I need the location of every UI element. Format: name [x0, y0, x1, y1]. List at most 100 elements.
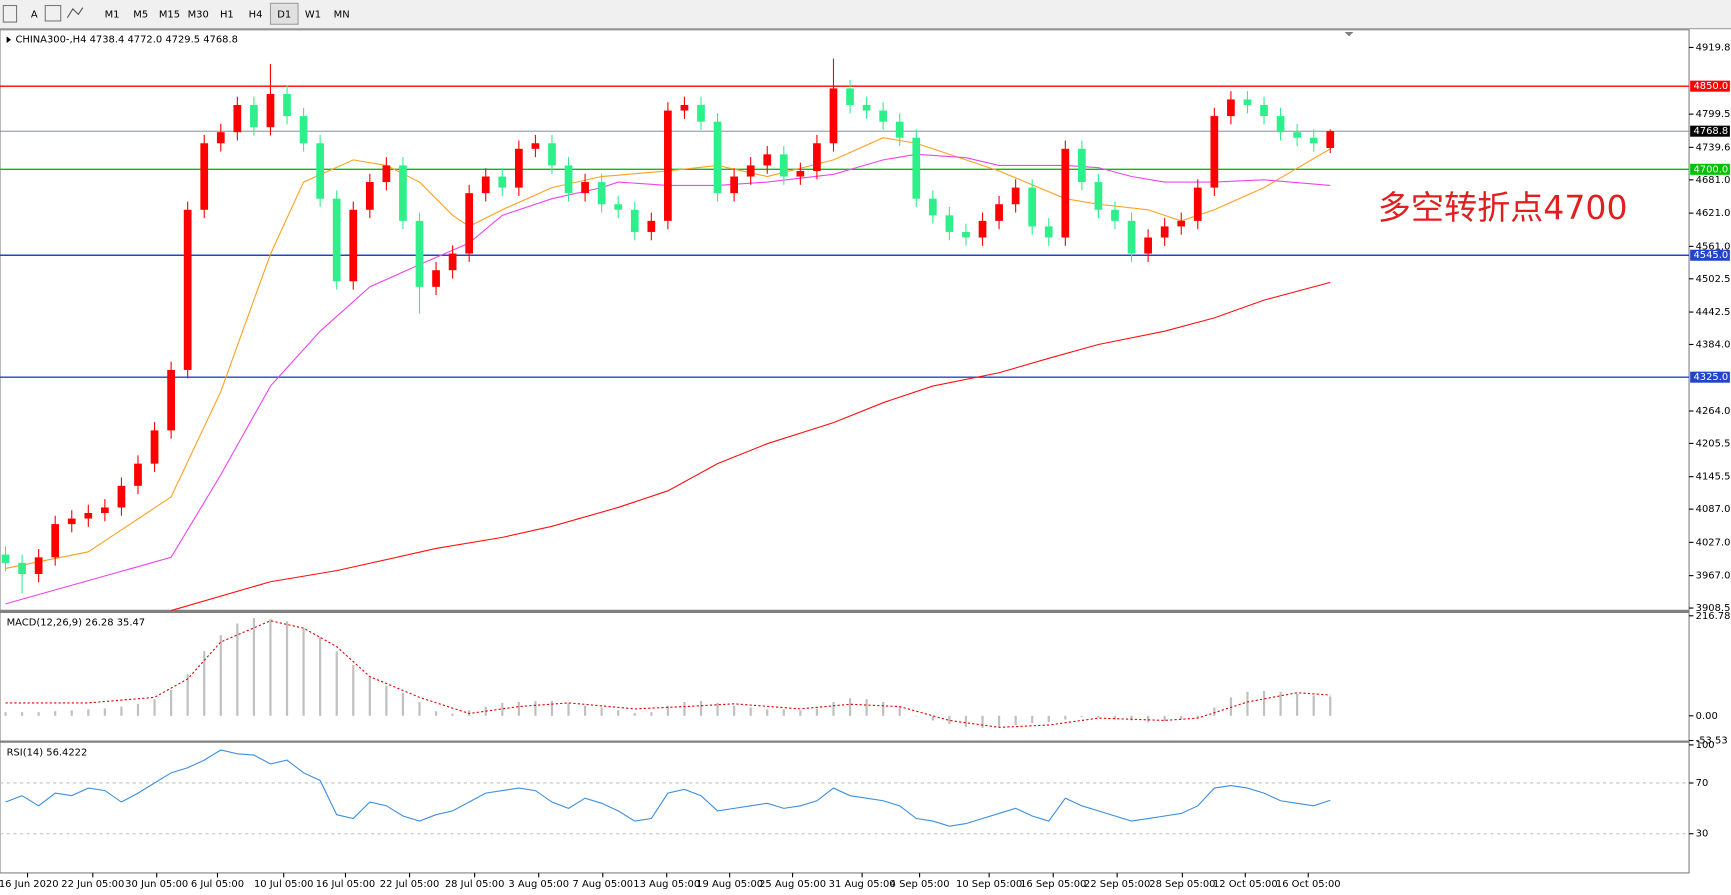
candle-body — [978, 220, 987, 238]
macd-bar — [1213, 707, 1216, 716]
x-tick-label: 4 Sep 05:00 — [890, 879, 950, 890]
macd-bar — [1296, 693, 1299, 716]
macd-bar — [865, 699, 868, 716]
macd-bar — [1031, 715, 1034, 724]
candle-body — [945, 215, 954, 232]
x-tick-label: 10 Jul 05:00 — [254, 879, 314, 890]
macd-bar — [534, 701, 537, 716]
candle-body — [117, 485, 126, 508]
macd-bar — [915, 715, 918, 717]
macd-bar — [368, 676, 371, 716]
macd-bar — [832, 701, 835, 716]
toolbar-button-label[interactable]: M30 — [188, 9, 209, 20]
macd-bar — [385, 685, 388, 716]
candle-body — [746, 165, 755, 177]
y-tick-label: 216.78 — [1696, 611, 1731, 622]
y-tick-label: 4739.6 — [1696, 142, 1731, 153]
macd-bar — [1014, 715, 1017, 726]
x-tick-label: 19 Aug 05:00 — [696, 879, 763, 890]
candle-body — [1276, 116, 1285, 133]
y-tick-label: 4027.0 — [1696, 537, 1731, 548]
macd-bar — [583, 705, 587, 716]
candle-body — [713, 121, 722, 194]
candle-body — [448, 253, 457, 271]
candle-body — [51, 524, 60, 558]
candle-body — [1210, 116, 1219, 188]
macd-bar — [997, 715, 1001, 727]
candle-body — [647, 220, 656, 232]
y-tick-label: 4561.0 — [1696, 241, 1731, 252]
x-tick-label: 16 Sep 05:00 — [1020, 879, 1086, 890]
toolbar-button-label[interactable]: H1 — [220, 9, 234, 20]
toolbar-button-label[interactable]: M15 — [159, 9, 180, 20]
x-tick-label: 16 Oct 05:00 — [1276, 879, 1341, 890]
x-tick-label: 22 Sep 05:00 — [1084, 879, 1150, 890]
candle-body — [365, 182, 374, 210]
candle-body — [349, 209, 358, 282]
candle-body — [432, 270, 440, 287]
toolbar-button-label[interactable]: MN — [334, 9, 350, 20]
candle-body — [382, 165, 391, 183]
candle-body — [1011, 187, 1020, 205]
candle-body — [680, 105, 689, 111]
candle-body — [1293, 132, 1302, 138]
candle-body — [564, 165, 573, 194]
candle-body — [1326, 131, 1335, 149]
toolbar-button-label[interactable]: M1 — [105, 9, 120, 20]
toolbar-button-label[interactable]: D1 — [277, 9, 291, 20]
macd-bar — [136, 703, 140, 716]
candle-body — [763, 154, 772, 166]
y-tick-label: 4205.5 — [1696, 438, 1731, 449]
level-label: 4850.0 — [1693, 81, 1728, 92]
y-tick-label: 4502.5 — [1696, 274, 1731, 285]
macd-bar — [1130, 715, 1133, 721]
macd-bar — [103, 708, 106, 716]
macd-bar — [501, 702, 504, 716]
candle-body — [266, 93, 275, 128]
candle-body — [796, 170, 805, 177]
toolbar-button-label[interactable]: M5 — [133, 9, 148, 20]
macd-bar — [219, 635, 222, 716]
macd-bar — [285, 621, 289, 716]
candle-body — [879, 110, 888, 122]
candle-body — [1260, 105, 1268, 117]
macd-bar — [120, 706, 123, 716]
macd-bar — [319, 637, 322, 716]
candle-body — [846, 88, 854, 106]
candle-body — [829, 88, 838, 144]
macd-bar — [335, 651, 338, 716]
macd-bar — [799, 710, 802, 716]
candle-body — [299, 116, 308, 144]
y-tick-label: 0.00 — [1696, 711, 1718, 722]
candle-body — [283, 93, 291, 117]
candle-body — [481, 176, 490, 194]
candle-body — [250, 105, 258, 128]
candle-body — [1243, 99, 1252, 106]
candle-body — [995, 204, 1003, 221]
macd-bar — [1064, 715, 1067, 720]
candle-body — [1193, 187, 1202, 221]
candle-body — [912, 137, 921, 199]
toolbar-button-label[interactable]: A — [31, 9, 38, 20]
macd-bar — [898, 706, 901, 716]
y-tick-label: 4384.0 — [1696, 339, 1731, 350]
macd-bar — [1147, 715, 1150, 723]
candle-body — [1028, 187, 1037, 227]
macd-signal — [5, 620, 1331, 728]
macd-bar — [1312, 695, 1315, 716]
level-label-box — [1690, 249, 1730, 261]
candle-body — [597, 182, 606, 205]
toolbar-button-label[interactable]: W1 — [305, 9, 321, 20]
x-tick-label: 12 Oct 05:00 — [1213, 879, 1278, 890]
macd-bar — [451, 713, 454, 716]
symbol-marker — [6, 36, 12, 44]
candle-body — [962, 231, 970, 238]
macd-bar — [766, 709, 769, 716]
toolbar-button[interactable] — [269, 2, 299, 25]
macd-bar — [550, 701, 554, 716]
x-tick-label: 25 Aug 05:00 — [759, 879, 826, 890]
rsi-title: RSI(14) 56.4222 — [7, 748, 88, 759]
toolbar-button-label[interactable]: H4 — [249, 9, 263, 20]
macd-bar — [567, 702, 570, 716]
candle-body — [332, 198, 341, 282]
